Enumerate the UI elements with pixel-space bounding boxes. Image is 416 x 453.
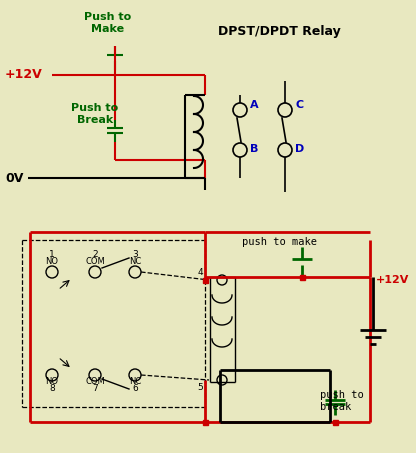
Text: COM: COM xyxy=(85,257,105,266)
Bar xyxy=(332,419,337,424)
Text: 8: 8 xyxy=(49,384,55,393)
Text: D: D xyxy=(295,144,304,154)
Text: COM: COM xyxy=(85,377,105,386)
Text: NC: NC xyxy=(129,377,141,386)
Text: +12V: +12V xyxy=(376,275,409,285)
Text: DPST/DPDT Relay: DPST/DPDT Relay xyxy=(218,25,341,39)
Text: +12V: +12V xyxy=(5,68,43,82)
Text: NO: NO xyxy=(45,257,59,266)
Text: 2: 2 xyxy=(92,250,98,259)
Text: 1: 1 xyxy=(49,250,55,259)
Text: NO: NO xyxy=(45,377,59,386)
Text: B: B xyxy=(250,144,258,154)
Text: NC: NC xyxy=(129,257,141,266)
Text: 6: 6 xyxy=(132,384,138,393)
Text: push to make: push to make xyxy=(242,237,317,247)
Bar xyxy=(300,275,305,280)
Bar xyxy=(203,278,208,283)
Text: 3: 3 xyxy=(132,250,138,259)
Text: Push to
Make: Push to Make xyxy=(84,12,131,34)
Text: 4: 4 xyxy=(197,268,203,277)
Text: A: A xyxy=(250,100,259,110)
Text: 0V: 0V xyxy=(5,172,23,184)
Text: 7: 7 xyxy=(92,384,98,393)
Text: push to
break: push to break xyxy=(320,390,364,412)
Text: C: C xyxy=(295,100,303,110)
Text: 5: 5 xyxy=(197,383,203,392)
Text: Push to
Break: Push to Break xyxy=(72,103,119,125)
Bar xyxy=(203,419,208,424)
